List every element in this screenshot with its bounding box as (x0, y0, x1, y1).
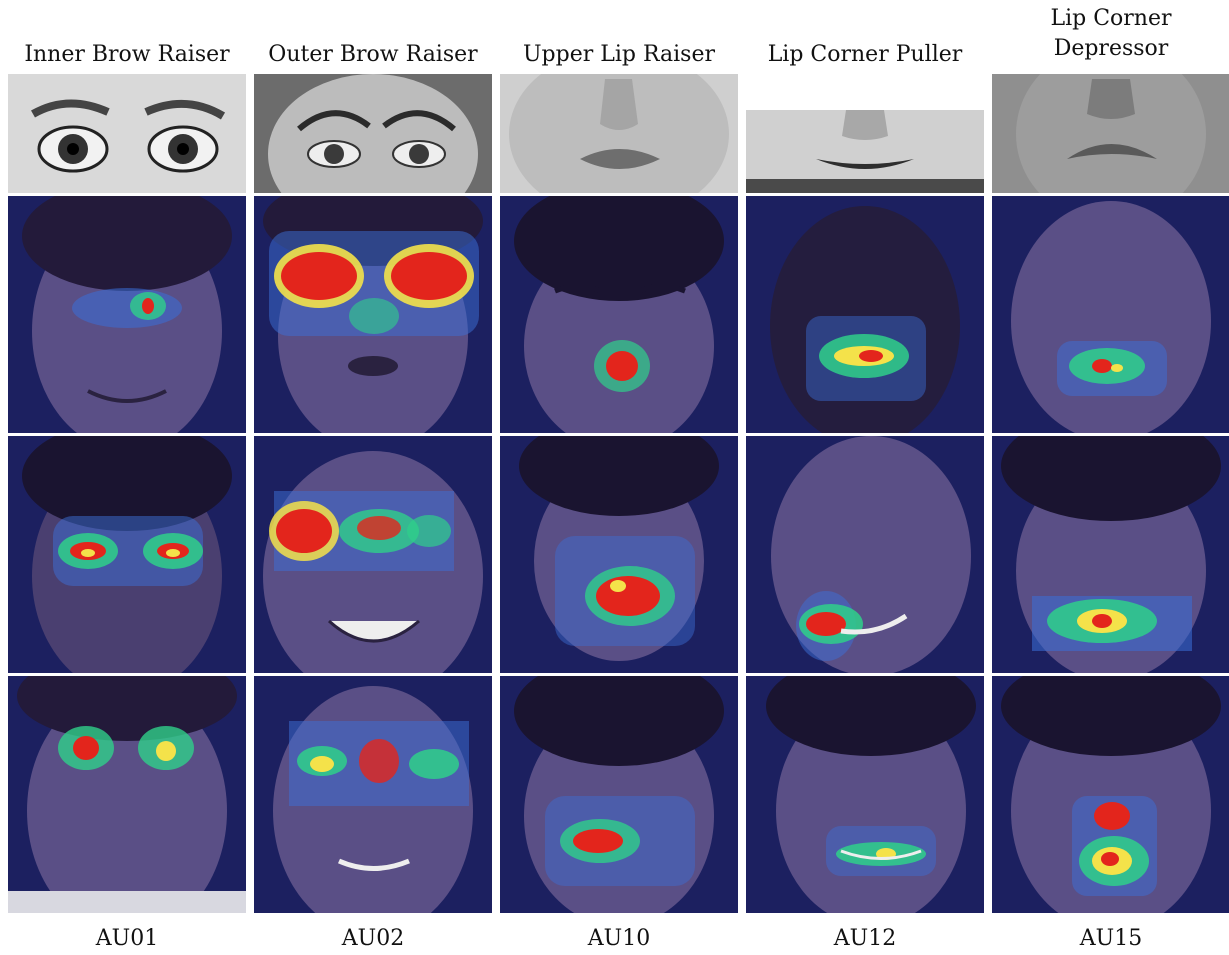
heatmap-tile-row2 (500, 436, 738, 673)
au-code: AU02 (341, 926, 405, 951)
au-code: AU10 (587, 926, 651, 951)
heatmap-tile-row3 (746, 676, 984, 913)
column-title: Outer Brow Raiser (268, 42, 478, 67)
column-title-line1: Lip Corner (1050, 6, 1172, 31)
reference-image-upper-lip-raiser (500, 74, 738, 193)
column-title-line2: Depressor (1053, 36, 1169, 61)
heatmap-tile-row2 (992, 436, 1229, 673)
reference-image-lip-corner-depressor (992, 74, 1229, 193)
column-title: Inner Brow Raiser (24, 42, 230, 67)
column-title: Lip Corner Depressor (992, 4, 1229, 64)
au-code: AU15 (1079, 926, 1143, 951)
au-code: AU01 (95, 926, 159, 951)
column-au15: Lip Corner Depressor (992, 0, 1229, 955)
heatmap-tile-row3 (500, 676, 738, 913)
reference-image-lip-corner-puller (746, 74, 984, 193)
heatmap-tile-row1 (746, 196, 984, 433)
heatmap-tile-row2 (8, 436, 246, 673)
column-au01: Inner Brow Raiser (8, 0, 246, 955)
heatmap-tile-row1 (8, 196, 246, 433)
heatmap-tile-row2 (746, 436, 984, 673)
heatmap-tile-row1 (254, 196, 492, 433)
column-title: Upper Lip Raiser (522, 42, 715, 67)
heatmap-tile-row1 (500, 196, 738, 433)
column-title: Lip Corner Puller (767, 42, 963, 67)
heatmap-tile-row3 (8, 676, 246, 913)
reference-image-outer-brow-raiser (254, 74, 492, 193)
heatmap-tile-row3 (992, 676, 1229, 913)
reference-image-inner-brow-raiser (8, 74, 246, 193)
heatmap-tile-row1 (992, 196, 1229, 433)
au-code: AU12 (833, 926, 897, 951)
heatmap-tile-row2 (254, 436, 492, 673)
column-au10: Upper Lip Raiser (500, 0, 738, 955)
heatmap-tile-row3 (254, 676, 492, 913)
column-au02: Outer Brow Raiser (254, 0, 492, 955)
column-au12: Lip Corner Puller (746, 0, 984, 955)
